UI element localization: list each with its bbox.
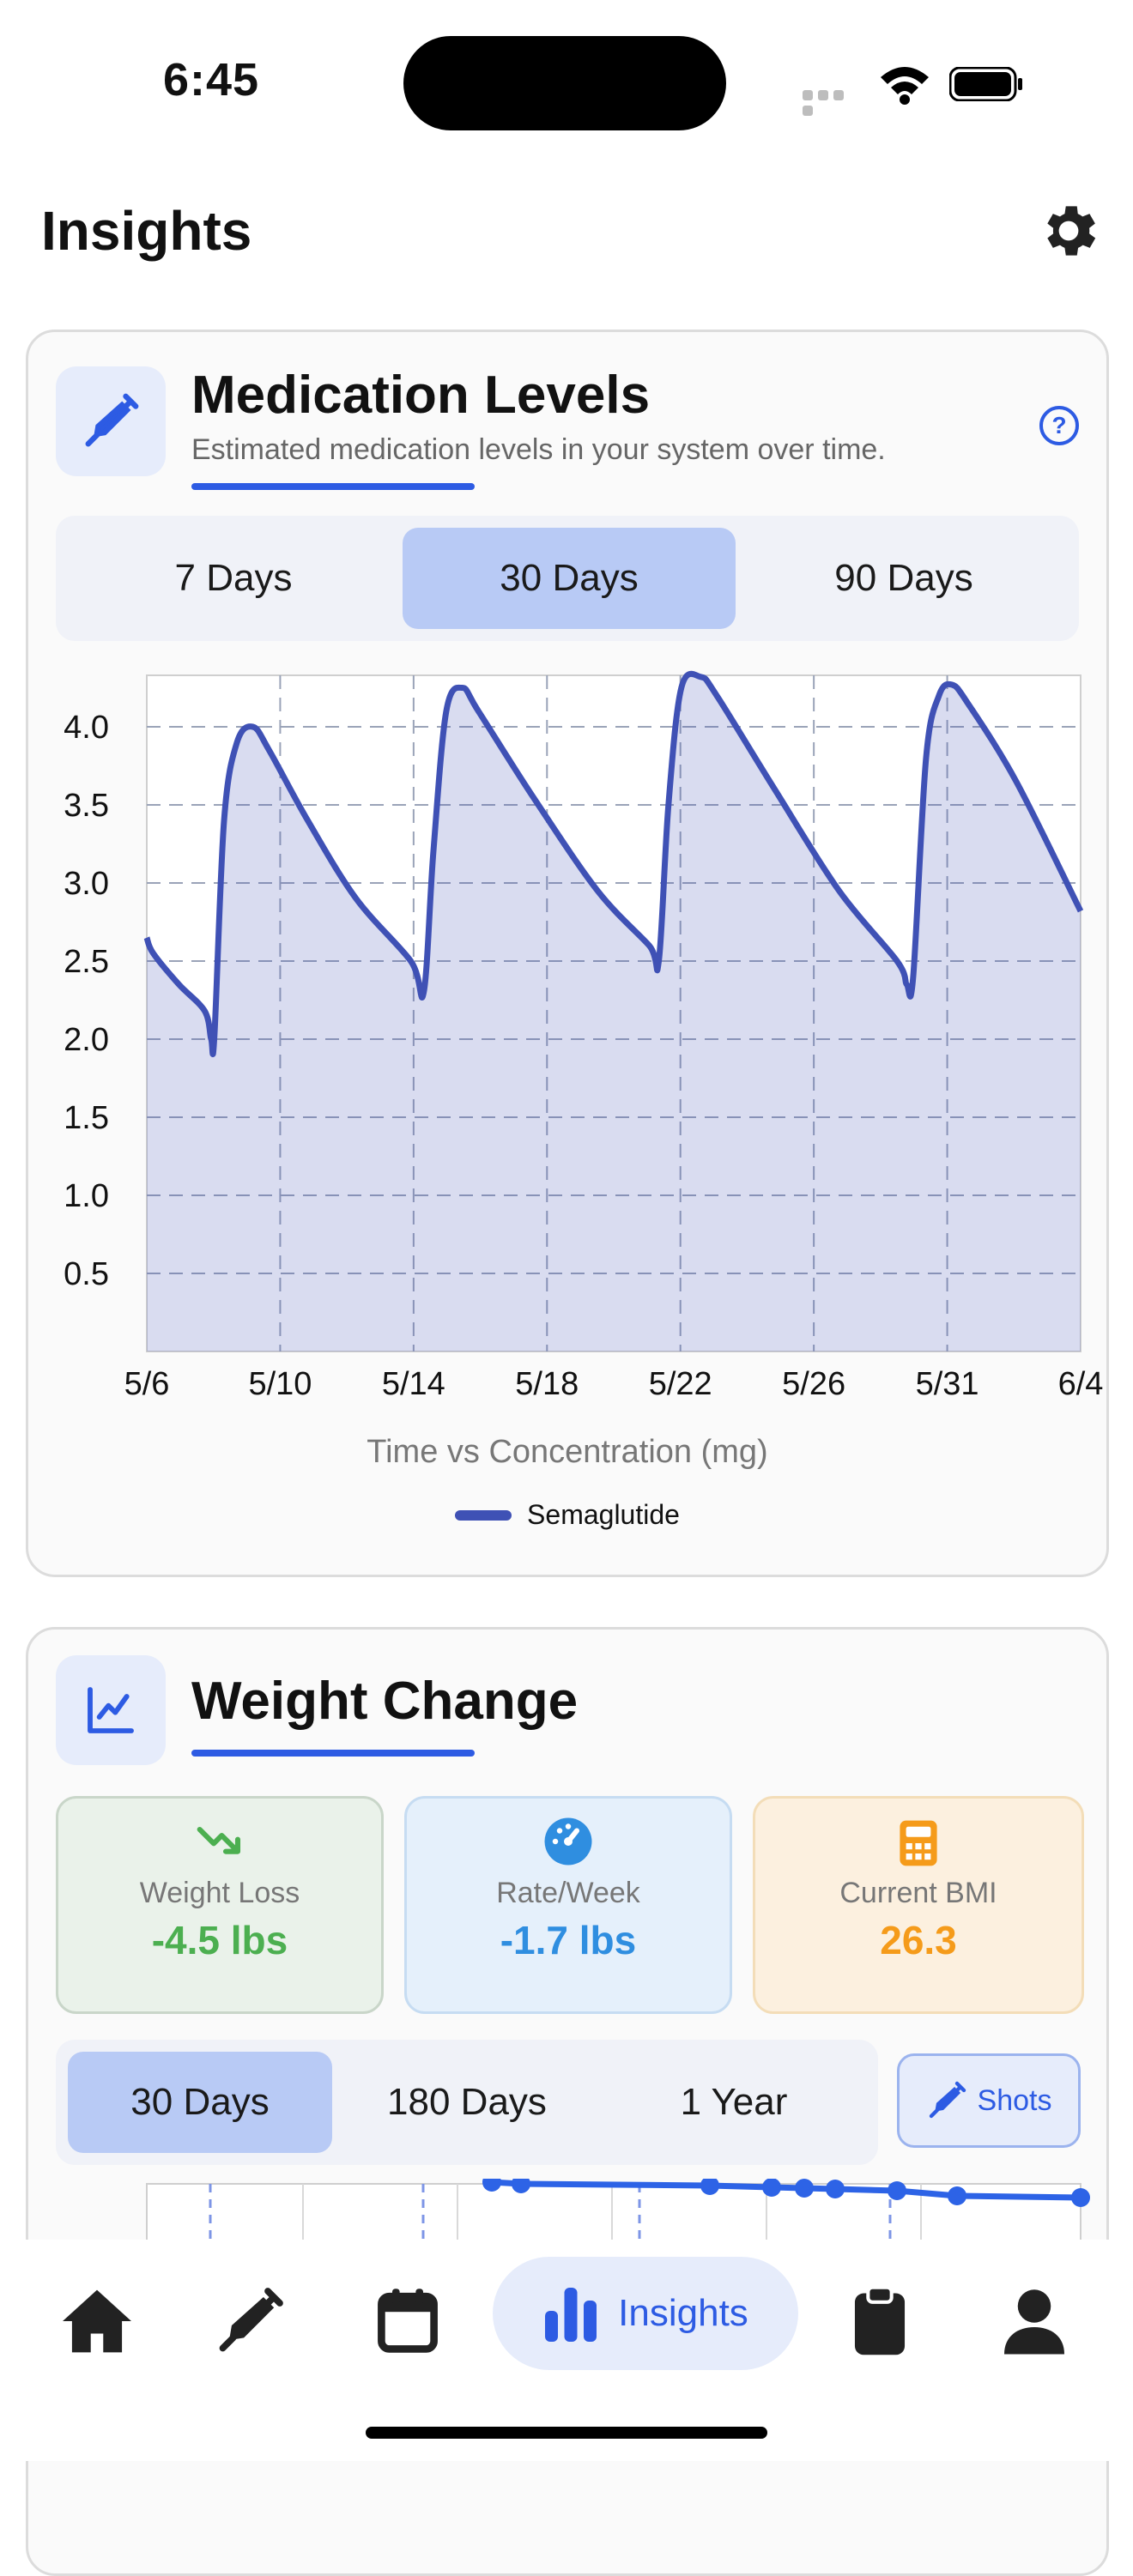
medication-range-selector: 7 Days 30 Days 90 Days — [56, 516, 1079, 641]
stat-current-bmi: Current BMI 26.3 — [753, 1796, 1084, 2014]
status-time: 6:45 — [163, 54, 260, 106]
stat-rate-week: Rate/Week -1.7 lbs — [404, 1796, 732, 2014]
nav-shots[interactable] — [203, 2274, 297, 2368]
nav-home[interactable] — [50, 2274, 144, 2368]
syringe-icon-box — [56, 366, 166, 476]
weight-point — [482, 2179, 501, 2192]
y-tick-label: 1.0 — [64, 1178, 109, 1214]
weight-range-selector: 30 Days 180 Days 1 Year — [56, 2040, 878, 2165]
y-tick-label: 0.5 — [64, 1256, 109, 1292]
weight-point — [888, 2181, 906, 2200]
gear-icon[interactable] — [1035, 197, 1102, 264]
svg-text:?: ? — [1051, 412, 1066, 438]
home-icon — [63, 2289, 131, 2353]
medication-card-title: Medication Levels — [191, 366, 651, 425]
line-chart-icon — [88, 1687, 134, 1733]
weight-point — [948, 2186, 966, 2205]
x-tick-label: 5/18 — [515, 1366, 579, 1402]
x-tick-label: 5/6 — [124, 1366, 170, 1402]
range-7-days[interactable]: 7 Days — [174, 557, 293, 599]
weight-card-title: Weight Change — [191, 1672, 579, 1731]
series-area — [147, 674, 1081, 1351]
x-tick-label: 5/10 — [248, 1366, 312, 1402]
shots-toggle-button[interactable]: Shots — [897, 2053, 1081, 2148]
title-underline — [191, 483, 475, 490]
stat-weight-loss-value: -4.5 lbs — [151, 1918, 288, 1962]
home-indicator — [366, 2427, 767, 2439]
y-tick-label: 3.5 — [64, 788, 109, 824]
weight-chart — [146, 2179, 1090, 2247]
series-line — [143, 670, 1084, 1057]
battery-icon — [949, 67, 1022, 101]
weight-point — [762, 2179, 781, 2197]
dynamic-island — [403, 36, 726, 130]
x-tick-label: 5/22 — [649, 1366, 712, 1402]
person-icon — [1004, 2289, 1064, 2355]
weight-title-underline — [191, 1750, 475, 1757]
trend-down-icon — [197, 1826, 241, 1854]
nav-calendar[interactable] — [360, 2274, 455, 2368]
weight-point — [1071, 2188, 1090, 2207]
speedometer-icon — [544, 1817, 592, 1865]
syringe-small-icon — [929, 2081, 966, 2119]
x-tick-label: 5/14 — [382, 1366, 445, 1402]
nav-insights-label: Insights — [618, 2292, 748, 2334]
medication-card-subtitle: Estimated medication levels in your syst… — [191, 433, 886, 466]
syringe-icon — [85, 393, 139, 447]
range-90-days[interactable]: 90 Days — [834, 557, 973, 599]
stat-current-bmi-label: Current BMI — [839, 1877, 997, 1909]
medication-chart: 4.0 3.5 3.0 2.5 2.0 1.5 1.0 0.5 5/6 5/10 5/14 5/18 5… — [64, 670, 1104, 1402]
calendar-icon — [378, 2289, 438, 2353]
weight-range-180-days[interactable]: 180 Days — [387, 2081, 547, 2123]
weight-point — [826, 2180, 845, 2198]
range-30-days[interactable]: 30 Days — [403, 528, 736, 629]
y-tick-label: 4.0 — [64, 710, 109, 746]
stat-rate-week-label: Rate/Week — [496, 1877, 640, 1909]
bar-chart-icon — [545, 2288, 597, 2342]
y-tick-label: 1.5 — [64, 1100, 109, 1136]
page-title: Insights — [41, 200, 252, 262]
x-tick-label: 5/26 — [782, 1366, 845, 1402]
syringe-nav-icon — [219, 2288, 283, 2352]
y-tick-label: 3.0 — [64, 866, 109, 902]
y-tick-label: 2.0 — [64, 1022, 109, 1058]
weight-point — [700, 2179, 719, 2195]
weight-range-1-year[interactable]: 1 Year — [680, 2081, 788, 2123]
chart-caption: Time vs Concentration (mg) — [367, 1434, 768, 1470]
weight-change-card: Weight Change Weight Loss -4.5 lbs Rate/… — [26, 1627, 1109, 2576]
stat-weight-loss: Weight Loss -4.5 lbs — [56, 1796, 384, 2014]
shots-label: Shots — [977, 2083, 1052, 2117]
bottom-nav: Insights — [0, 2240, 1133, 2461]
clipboard-icon — [854, 2286, 906, 2355]
chart-icon-box — [56, 1655, 166, 1765]
signal-icon — [803, 89, 863, 116]
wifi-icon — [881, 67, 929, 105]
chart-legend: Semaglutide — [28, 1499, 1106, 1531]
legend-swatch — [455, 1509, 512, 1521]
nav-profile[interactable] — [987, 2274, 1082, 2368]
x-tick-label: 6/4 — [1058, 1366, 1104, 1402]
stat-rate-week-value: -1.7 lbs — [500, 1918, 637, 1962]
weight-point — [512, 2179, 530, 2193]
weight-range-30-days[interactable]: 30 Days — [68, 2052, 332, 2153]
nav-insights[interactable]: Insights — [493, 2257, 798, 2370]
calculator-icon — [900, 1820, 937, 1866]
y-tick-label: 2.5 — [64, 944, 109, 980]
stat-current-bmi-value: 26.3 — [880, 1918, 957, 1962]
help-icon[interactable]: ? — [1038, 404, 1081, 447]
weight-point — [795, 2179, 814, 2198]
medication-levels-card: Medication Levels Estimated medication l… — [26, 330, 1109, 1577]
x-tick-label: 5/31 — [916, 1366, 979, 1402]
stat-weight-loss-label: Weight Loss — [139, 1877, 300, 1909]
nav-clipboard[interactable] — [833, 2274, 927, 2368]
legend-label: Semaglutide — [527, 1499, 680, 1530]
